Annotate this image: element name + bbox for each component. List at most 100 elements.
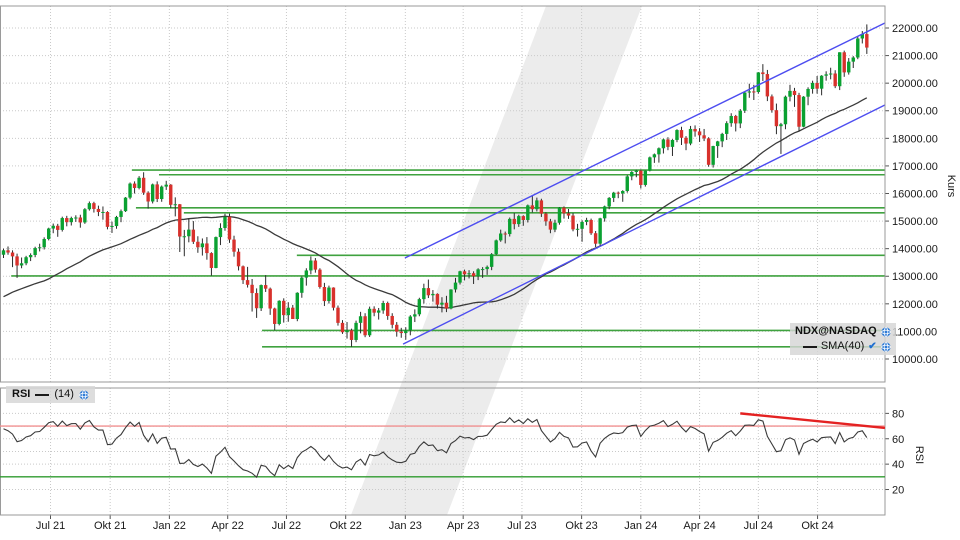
rsi-title: RSI [12,388,31,400]
candle-body [508,218,512,235]
candle-body [128,183,132,198]
candle-body [47,228,51,240]
rsi-period-label: (14) [54,388,74,400]
watermark-slash [351,6,642,515]
candle-body [734,115,738,124]
candle-body [417,299,422,315]
candle-body [114,216,119,227]
candle-body [282,300,286,316]
candle-body [792,90,797,96]
candle-body [593,233,598,244]
globe-icon[interactable] [880,326,891,337]
candle-body [747,91,751,93]
globe-icon[interactable] [79,389,89,400]
candle-body [797,95,801,127]
candle-body [453,282,458,290]
candle-body [313,260,318,270]
candle-body [187,229,191,237]
price-tick-label: 17000.00 [892,161,938,173]
candle-body [562,207,566,214]
candle-body [842,52,846,73]
candle-body [833,73,837,87]
x-tick-label: Jul 22 [272,520,301,532]
candle-body [376,310,381,313]
candle-body [566,213,571,216]
candle-body [74,217,78,219]
candle-body [860,34,864,39]
candle-body [254,293,259,309]
candle-body [788,90,792,97]
sma-line [3,97,868,309]
globe-icon[interactable] [880,341,891,352]
candle-body [309,260,313,271]
candle-body [291,307,295,320]
candle-body [770,96,774,111]
candle-body [51,225,55,229]
candle-body [232,239,236,252]
candle-body [123,197,128,212]
candle-body [300,277,304,293]
price-trendline [404,22,886,259]
candle-body [584,219,589,222]
candle-body [15,256,19,266]
candle-body [648,157,652,171]
candle-body [462,271,467,275]
candle-body [526,205,530,220]
price-tick-label: 20000.00 [892,78,938,90]
candle-body [440,302,444,305]
candle-body [381,303,385,311]
candle-body [598,218,602,244]
candle-body [395,324,399,332]
candle-body [173,204,177,206]
candle-body [209,253,214,268]
candle-body [431,293,435,296]
candle-body [6,250,10,253]
candle-body [105,211,110,227]
candle-body [467,273,471,275]
candle-body [580,221,584,229]
price-tick-label: 13000.00 [892,271,938,283]
candle-body [458,271,462,283]
candle-body [83,209,87,223]
candle-body [489,254,494,267]
candle-body [693,128,697,132]
candle-body [444,302,449,309]
candle-body [779,124,783,127]
candle-body [494,240,498,255]
candle-body [589,219,593,234]
candle-body [56,225,60,230]
candle-body [96,208,101,212]
candle-body [245,280,250,285]
candle-body [367,308,372,336]
x-tick-label: Jul 23 [507,520,536,532]
candle-body [801,96,806,127]
rsi-legend: RSI (14) [6,386,95,403]
candle-body [155,184,159,200]
candle-body [37,247,42,249]
candle-body [404,330,408,334]
candle-body [241,266,245,281]
candle-body [268,288,272,309]
price-tick-label: 18000.00 [892,133,938,145]
candle-body [765,74,770,97]
candle-body [340,322,345,333]
candle-body [571,215,575,230]
candle-body [657,148,661,155]
candle-body [480,269,485,271]
candle-body [259,285,263,309]
x-tick-label: Jan 23 [389,520,422,532]
price-tick-label: 14000.00 [892,244,938,256]
candle-body [670,139,675,147]
candle-body [331,287,336,308]
x-tick-label: Jul 24 [744,520,773,532]
candle-body [652,154,657,158]
candle-body [851,57,855,62]
candle-body [774,110,779,127]
candle-body [517,216,521,225]
candle-body [661,139,666,149]
candle-body [227,216,232,240]
candle-body [607,197,611,207]
check-icon[interactable]: ✔ [868,341,877,352]
candle-body [634,170,638,172]
